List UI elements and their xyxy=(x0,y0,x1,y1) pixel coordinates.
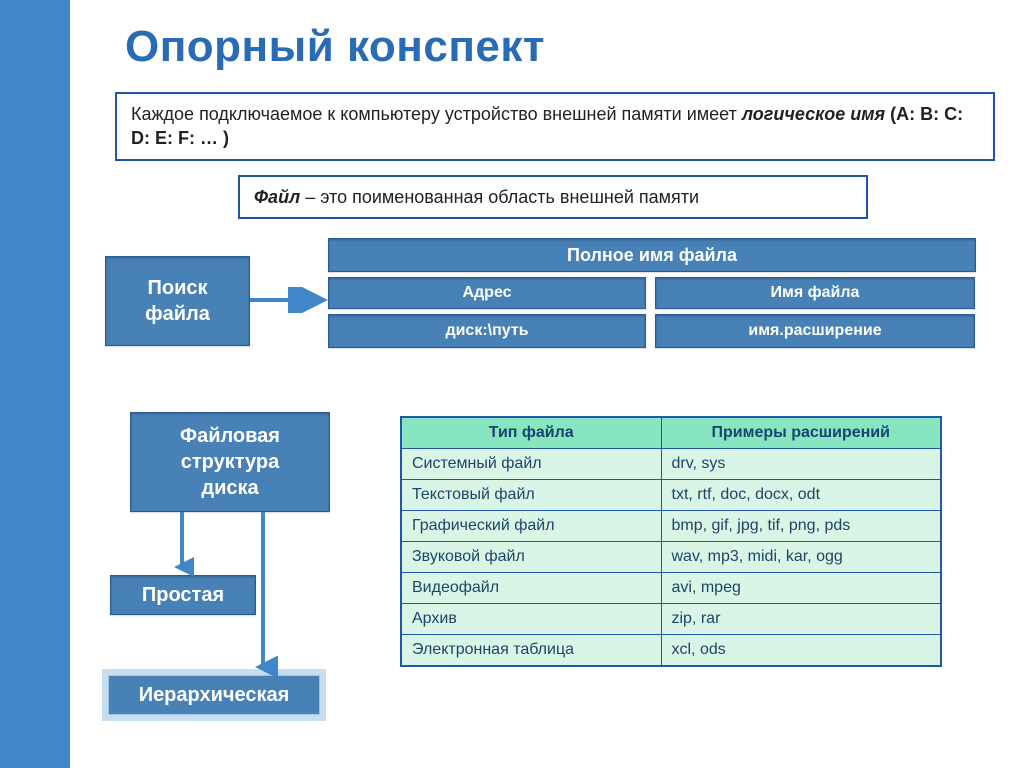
cell-ext: avi, mpeg xyxy=(661,573,941,604)
cell-type: Системный файл xyxy=(401,449,661,480)
cell-ext: wav, mp3, midi, kar, ogg xyxy=(661,542,941,573)
simple-box: Простая xyxy=(110,575,256,615)
arrow-struct-to-simple xyxy=(170,512,194,577)
table-row: Электронная таблицаxcl, ods xyxy=(401,635,941,667)
hierarchical-box: Иерархическая xyxy=(108,675,320,715)
cell-type: Электронная таблица xyxy=(401,635,661,667)
diskpath-box: диск:\путь xyxy=(328,314,646,348)
fs-l2: структура xyxy=(181,449,280,475)
table-row: Системный файлdrv, sys xyxy=(401,449,941,480)
cell-ext: txt, rtf, doc, docx, odt xyxy=(661,480,941,511)
cell-type: Текстовый файл xyxy=(401,480,661,511)
def2-rest: – это поименованная область внешней памя… xyxy=(300,187,699,207)
cell-ext: xcl, ods xyxy=(661,635,941,667)
cell-type: Звуковой файл xyxy=(401,542,661,573)
address-box: Адрес xyxy=(328,277,646,309)
file-structure-box: Файловая структура диска xyxy=(130,412,330,512)
table-row: Текстовый файлtxt, rtf, doc, docx, odt xyxy=(401,480,941,511)
cell-type: Видеофайл xyxy=(401,573,661,604)
col-type: Тип файла xyxy=(401,417,661,449)
full-filename-box: Полное имя файла xyxy=(328,238,976,272)
arrow-search-to-name xyxy=(250,287,330,313)
file-types-table: Тип файла Примеры расширений Системный ф… xyxy=(400,416,942,667)
cell-ext: zip, rar xyxy=(661,604,941,635)
cell-ext: drv, sys xyxy=(661,449,941,480)
def2-file-word: Файл xyxy=(254,187,300,207)
search-l1: Поиск xyxy=(147,275,207,301)
def1-logic: логическое имя xyxy=(742,104,885,124)
table-row: Графический файлbmp, gif, jpg, tif, png,… xyxy=(401,511,941,542)
nameext-box: имя.расширение xyxy=(655,314,975,348)
cell-type: Графический файл xyxy=(401,511,661,542)
definition-file: Файл – это поименованная область внешней… xyxy=(238,175,868,219)
page-title: Опорный конспект xyxy=(125,22,545,72)
definition-logical-name: Каждое подключаемое к компьютеру устройс… xyxy=(115,92,995,161)
table-header-row: Тип файла Примеры расширений xyxy=(401,417,941,449)
filename-box: Имя файла xyxy=(655,277,975,309)
def1-pre: Каждое подключаемое к компьютеру устройс… xyxy=(131,104,742,124)
table-row: Звуковой файлwav, mp3, midi, kar, ogg xyxy=(401,542,941,573)
fs-l1: Файловая xyxy=(180,423,280,449)
cell-ext: bmp, gif, jpg, tif, png, pds xyxy=(661,511,941,542)
accent-sidebar xyxy=(0,0,70,768)
col-ext: Примеры расширений xyxy=(661,417,941,449)
search-l2: файла xyxy=(145,301,210,327)
fs-l3: диска xyxy=(201,475,258,501)
arrow-struct-to-hier xyxy=(248,512,278,677)
search-file-box: Поиск файла xyxy=(105,256,250,346)
cell-type: Архив xyxy=(401,604,661,635)
table-row: Видеофайлavi, mpeg xyxy=(401,573,941,604)
table-row: Архивzip, rar xyxy=(401,604,941,635)
